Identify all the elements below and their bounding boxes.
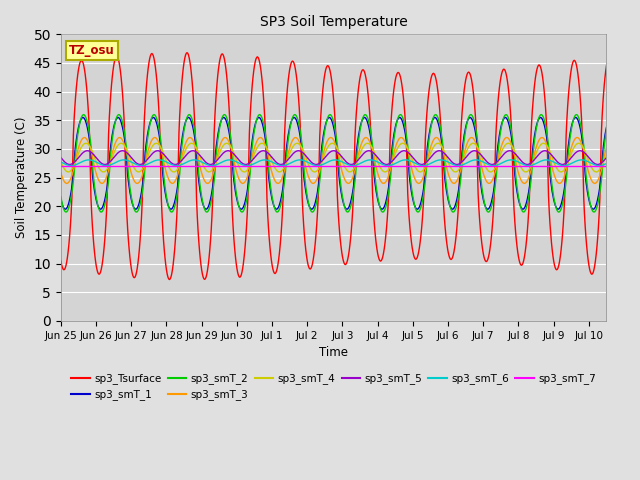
- sp3_smT_2: [62, 209, 70, 215]
- sp3_Tsurface: [620, 260, 627, 266]
- sp3_smT_6: [402, 157, 410, 163]
- sp3_smT_4: [620, 157, 627, 163]
- Line: sp3_smT_5: sp3_smT_5: [61, 151, 623, 165]
- Legend: sp3_Tsurface, sp3_smT_1, sp3_smT_2, sp3_smT_3, sp3_smT_4, sp3_smT_5, sp3_smT_6, : sp3_Tsurface, sp3_smT_1, sp3_smT_2, sp3_…: [67, 369, 600, 405]
- sp3_smT_5: [83, 148, 91, 154]
- sp3_smT_3: [277, 178, 285, 184]
- sp3_smT_4: [57, 159, 65, 165]
- Line: sp3_Tsurface: sp3_Tsurface: [61, 53, 623, 279]
- sp3_smT_7: [400, 163, 408, 169]
- sp3_smT_4: [433, 141, 441, 146]
- sp3_smT_2: [228, 143, 236, 148]
- sp3_smT_3: [228, 147, 236, 153]
- sp3_smT_3: [63, 180, 70, 186]
- Line: sp3_smT_1: sp3_smT_1: [61, 118, 623, 209]
- sp3_smT_6: [85, 157, 93, 163]
- Title: SP3 Soil Temperature: SP3 Soil Temperature: [260, 15, 408, 29]
- sp3_smT_4: [125, 150, 132, 156]
- sp3_smT_7: [57, 163, 65, 169]
- sp3_smT_7: [227, 163, 234, 169]
- sp3_smT_7: [276, 163, 284, 169]
- sp3_smT_1: [277, 196, 285, 202]
- Line: sp3_smT_2: sp3_smT_2: [61, 115, 623, 212]
- sp3_smT_4: [82, 140, 90, 146]
- sp3_Tsurface: [228, 196, 236, 202]
- sp3_smT_6: [277, 163, 285, 168]
- sp3_smT_1: [402, 132, 410, 138]
- sp3_smT_3: [125, 157, 132, 163]
- sp3_smT_1: [125, 178, 132, 184]
- sp3_smT_1: [620, 193, 627, 199]
- sp3_smT_3: [620, 168, 627, 173]
- Line: sp3_smT_6: sp3_smT_6: [61, 160, 623, 166]
- sp3_smT_6: [125, 158, 132, 164]
- sp3_smT_7: [254, 163, 262, 169]
- sp3_smT_2: [620, 190, 627, 195]
- sp3_Tsurface: [433, 83, 441, 88]
- sp3_smT_4: [228, 145, 236, 151]
- Line: sp3_smT_3: sp3_smT_3: [61, 138, 623, 183]
- sp3_Tsurface: [166, 276, 173, 282]
- sp3_smT_6: [67, 163, 75, 168]
- sp3_smT_5: [125, 151, 132, 157]
- sp3_smT_5: [57, 155, 65, 160]
- sp3_smT_7: [123, 163, 131, 169]
- Text: TZ_osu: TZ_osu: [69, 44, 115, 58]
- sp3_smT_2: [402, 127, 410, 132]
- sp3_smT_4: [256, 142, 264, 147]
- sp3_smT_6: [256, 158, 264, 164]
- sp3_smT_1: [433, 117, 441, 123]
- sp3_smT_1: [79, 115, 87, 120]
- sp3_smT_4: [65, 169, 72, 175]
- sp3_smT_6: [57, 159, 65, 165]
- sp3_smT_2: [57, 194, 65, 200]
- sp3_smT_5: [66, 162, 74, 168]
- sp3_smT_7: [432, 163, 440, 169]
- sp3_smT_5: [228, 149, 236, 155]
- sp3_smT_6: [228, 157, 236, 163]
- sp3_smT_2: [125, 171, 132, 177]
- sp3_smT_1: [256, 115, 264, 120]
- sp3_smT_1: [57, 196, 65, 202]
- sp3_smT_2: [80, 112, 88, 118]
- sp3_smT_5: [433, 148, 441, 154]
- X-axis label: Time: Time: [319, 346, 348, 359]
- sp3_smT_2: [277, 202, 285, 207]
- sp3_smT_3: [433, 135, 441, 141]
- Y-axis label: Soil Temperature (C): Soil Temperature (C): [15, 117, 28, 239]
- Line: sp3_smT_4: sp3_smT_4: [61, 143, 623, 172]
- sp3_Tsurface: [277, 234, 285, 240]
- sp3_Tsurface: [57, 258, 65, 264]
- sp3_smT_5: [402, 148, 410, 154]
- sp3_smT_5: [277, 162, 285, 168]
- sp3_Tsurface: [183, 50, 191, 56]
- sp3_smT_6: [433, 157, 441, 163]
- sp3_smT_2: [433, 113, 441, 119]
- sp3_smT_3: [57, 170, 65, 176]
- sp3_smT_4: [402, 142, 410, 148]
- sp3_smT_6: [620, 159, 627, 165]
- sp3_smT_2: [256, 112, 264, 118]
- sp3_smT_4: [277, 168, 285, 174]
- sp3_smT_5: [256, 149, 264, 155]
- sp3_Tsurface: [402, 122, 410, 128]
- sp3_Tsurface: [256, 60, 264, 65]
- sp3_Tsurface: [123, 213, 131, 218]
- sp3_smT_1: [61, 206, 69, 212]
- sp3_smT_3: [256, 135, 264, 141]
- sp3_smT_3: [81, 135, 88, 141]
- sp3_smT_5: [620, 154, 627, 159]
- sp3_smT_1: [228, 149, 236, 155]
- sp3_smT_7: [620, 163, 627, 169]
- sp3_smT_3: [402, 141, 410, 146]
